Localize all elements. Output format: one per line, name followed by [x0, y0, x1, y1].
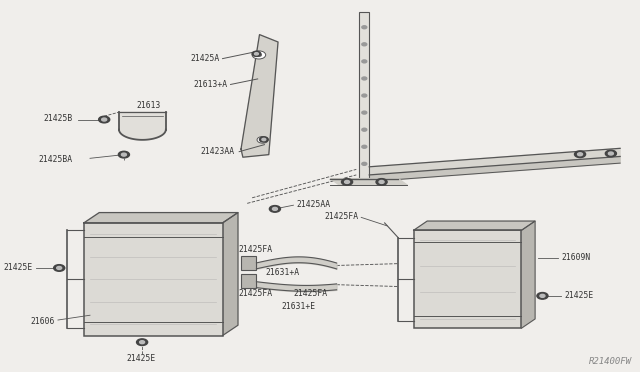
Polygon shape	[369, 148, 620, 175]
Text: R21400FW: R21400FW	[589, 357, 632, 366]
Text: 21613+A: 21613+A	[193, 80, 227, 89]
Circle shape	[362, 111, 367, 114]
Polygon shape	[84, 212, 238, 223]
Circle shape	[269, 206, 280, 212]
Text: 21425FA: 21425FA	[238, 289, 272, 298]
Circle shape	[362, 94, 367, 97]
Polygon shape	[119, 112, 166, 140]
Circle shape	[122, 153, 127, 156]
Text: 21631+A: 21631+A	[266, 268, 300, 277]
Text: 21425FA: 21425FA	[293, 289, 328, 298]
Circle shape	[136, 339, 148, 346]
FancyBboxPatch shape	[413, 230, 522, 328]
Circle shape	[252, 51, 260, 57]
Circle shape	[257, 54, 261, 57]
Circle shape	[362, 26, 367, 29]
Circle shape	[252, 51, 266, 59]
Circle shape	[57, 266, 61, 269]
Text: 21425E: 21425E	[564, 291, 593, 300]
Circle shape	[577, 153, 582, 156]
Text: 21425BA: 21425BA	[38, 154, 73, 164]
Circle shape	[362, 128, 367, 131]
Circle shape	[537, 292, 548, 299]
Circle shape	[140, 341, 145, 344]
Circle shape	[609, 152, 613, 155]
Circle shape	[102, 118, 107, 121]
Circle shape	[262, 138, 266, 141]
Polygon shape	[413, 221, 535, 230]
Polygon shape	[241, 35, 278, 157]
Polygon shape	[522, 221, 535, 328]
Circle shape	[605, 150, 616, 157]
Circle shape	[255, 53, 259, 55]
FancyBboxPatch shape	[241, 256, 257, 270]
FancyBboxPatch shape	[360, 13, 369, 179]
Circle shape	[54, 264, 65, 271]
Text: 21425B: 21425B	[44, 114, 73, 123]
FancyBboxPatch shape	[84, 223, 223, 336]
Circle shape	[362, 145, 367, 148]
Text: 21425FA: 21425FA	[324, 212, 358, 221]
FancyBboxPatch shape	[241, 274, 257, 288]
Circle shape	[362, 43, 367, 46]
Polygon shape	[330, 179, 408, 185]
Circle shape	[376, 179, 387, 185]
Circle shape	[379, 180, 384, 183]
Polygon shape	[223, 212, 238, 336]
Text: 21425AA: 21425AA	[296, 200, 331, 209]
Text: 21425E: 21425E	[3, 263, 33, 272]
Circle shape	[362, 77, 367, 80]
Circle shape	[118, 151, 129, 158]
Text: 21425FA: 21425FA	[238, 245, 272, 254]
Circle shape	[342, 179, 353, 185]
Circle shape	[362, 60, 367, 63]
Circle shape	[257, 137, 268, 143]
Text: 21423AA: 21423AA	[201, 147, 235, 156]
Circle shape	[575, 151, 586, 158]
Circle shape	[99, 116, 109, 123]
Circle shape	[260, 138, 265, 141]
Text: 21606: 21606	[31, 317, 55, 326]
Polygon shape	[369, 157, 620, 182]
Circle shape	[540, 294, 545, 297]
Text: 21609N: 21609N	[561, 253, 590, 262]
Circle shape	[344, 180, 349, 183]
Text: 21425E: 21425E	[127, 354, 156, 363]
Circle shape	[362, 162, 367, 165]
Text: 21425A: 21425A	[190, 54, 220, 63]
Circle shape	[260, 137, 268, 142]
Circle shape	[273, 208, 277, 211]
Text: 21631+E: 21631+E	[281, 302, 316, 311]
Text: 21613: 21613	[136, 101, 161, 110]
